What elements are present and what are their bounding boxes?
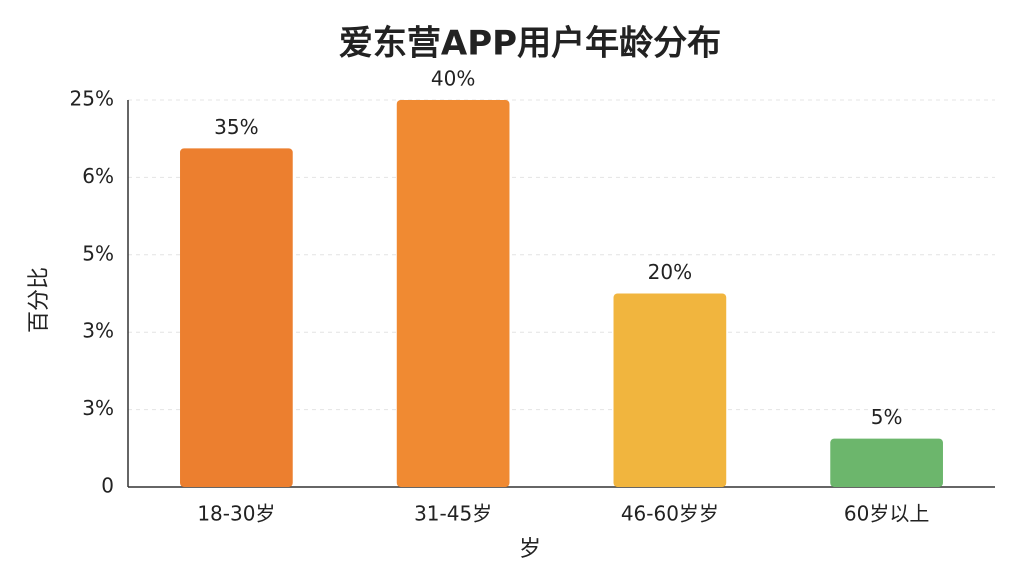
data-label: 5% [871,405,903,429]
x-axis-label: 岁 [519,537,541,562]
bar [396,100,510,487]
y-axis-label: 百分比 [27,267,52,333]
bar [613,293,727,487]
data-label: 40% [431,67,475,91]
data-label: 20% [648,260,692,284]
data-label: 35% [214,115,258,139]
y-tick-label: 25% [70,87,114,111]
y-tick-label: 3% [82,396,114,420]
y-tick-label: 0 [101,474,114,498]
y-tick-label: 6% [82,164,114,188]
x-tick-label: 18-30岁 [197,502,275,526]
bar [830,438,943,487]
y-tick-label: 5% [82,241,114,265]
y-tick-label: 3% [82,319,114,343]
bar [180,148,293,487]
chart-title: 爱东营APP用户年龄分布 [339,24,721,64]
x-tick-label: 46-60岁岁 [621,502,719,526]
x-tick-label: 31-45岁 [414,502,492,526]
x-tick-label: 60岁以上 [844,502,929,526]
